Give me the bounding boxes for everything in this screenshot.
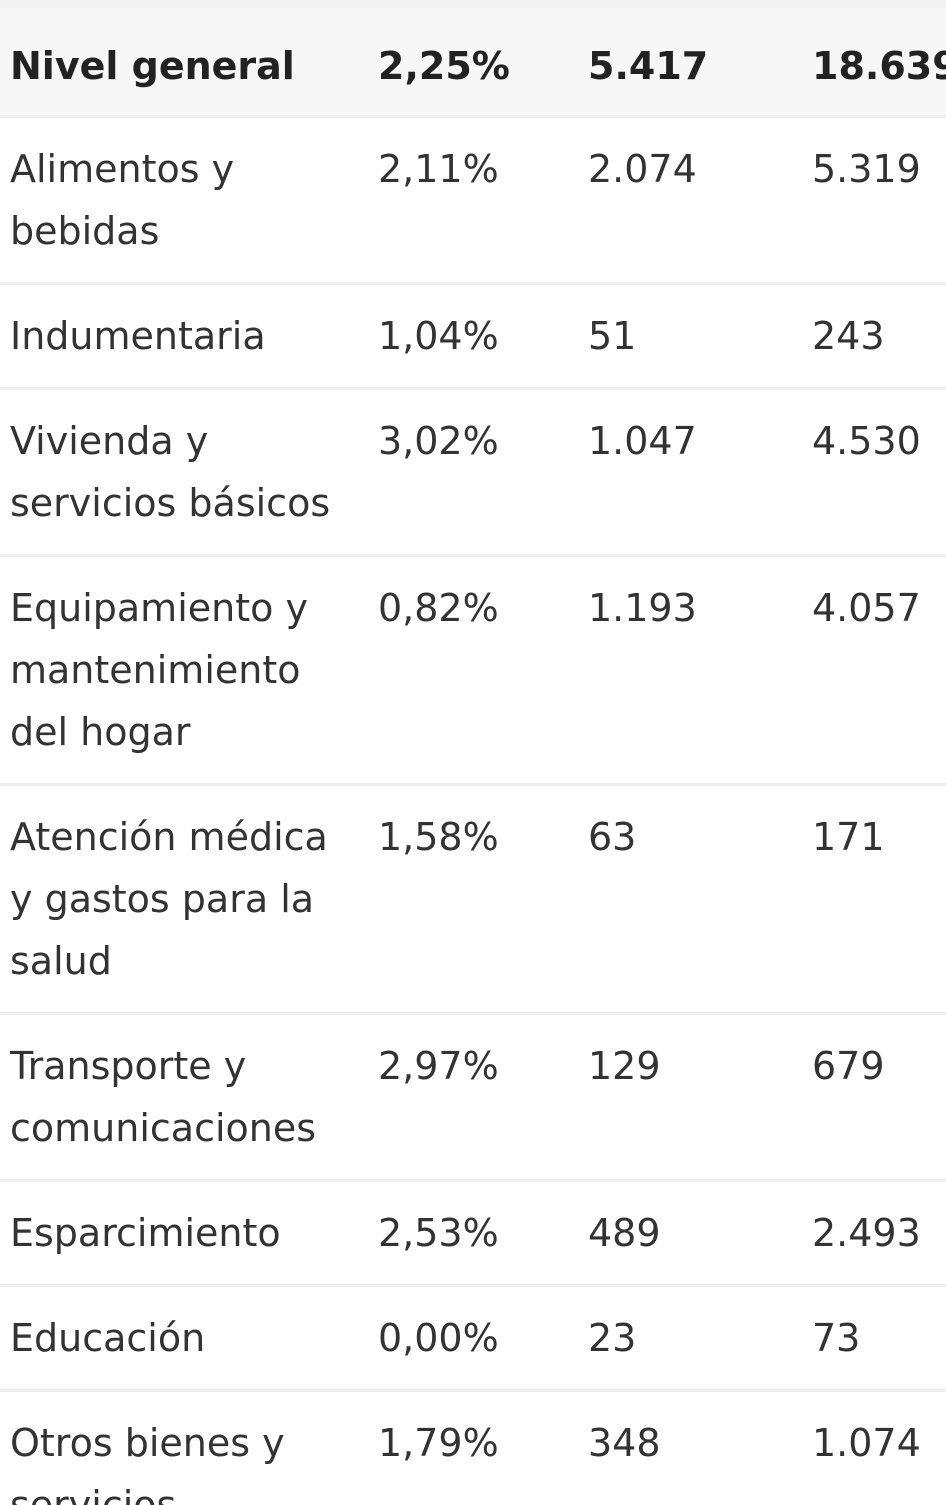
row-label: Educación [10, 1316, 206, 1360]
row-pct: 0,82% [378, 586, 499, 630]
row-label: Atención médica y gastos para la salud [10, 815, 328, 983]
row-num: 1.047 [588, 419, 697, 463]
row-pct: 0,00% [378, 1316, 499, 1360]
row-total: 73 [812, 1316, 861, 1360]
row-label: Transporte y comunicaciones [10, 1044, 317, 1150]
row-label: Alimentos y bebidas [10, 147, 235, 253]
table-row: Alimentos y bebidas 2,11% 2.074 5.319 [0, 117, 946, 284]
row-label: Nivel general [10, 44, 295, 88]
table-row: Atención médica y gastos para la salud 1… [0, 785, 946, 1014]
row-total: 4.530 [812, 419, 921, 463]
row-pct: 2,25% [378, 44, 510, 88]
row-pct: 1,04% [378, 314, 499, 358]
row-num: 5.417 [588, 44, 709, 88]
table-row: Educación 0,00% 23 73 [0, 1286, 946, 1391]
row-total: 243 [812, 314, 885, 358]
row-label: Indumentaria [10, 314, 266, 358]
row-num: 51 [588, 314, 637, 358]
inflation-table: Nivel general 2,25% 5.417 18.639 Aliment… [0, 8, 946, 1505]
table-row-nivel-general: Nivel general 2,25% 5.417 18.639 [0, 8, 946, 117]
table-row: Transporte y comunicaciones 2,97% 129 67… [0, 1014, 946, 1181]
table-row: Esparcimiento 2,53% 489 2.493 [0, 1181, 946, 1286]
row-total: 171 [812, 815, 885, 859]
row-total: 5.319 [812, 147, 921, 191]
row-num: 1.193 [588, 586, 697, 630]
row-total: 1.074 [812, 1421, 921, 1465]
row-num: 63 [588, 815, 637, 859]
row-total: 18.639 [812, 44, 946, 88]
row-pct: 1,58% [378, 815, 499, 859]
row-total: 679 [812, 1044, 885, 1088]
row-num: 489 [588, 1211, 661, 1255]
row-pct: 2,11% [378, 147, 499, 191]
row-label: Equipamiento y mantenimiento del hogar [10, 586, 308, 754]
row-num: 129 [588, 1044, 661, 1088]
table-row: Otros bienes y servicios 1,79% 348 1.074 [0, 1391, 946, 1505]
row-pct: 2,97% [378, 1044, 499, 1088]
row-total: 2.493 [812, 1211, 921, 1255]
row-num: 2.074 [588, 147, 697, 191]
row-total: 4.057 [812, 586, 921, 630]
row-pct: 3,02% [378, 419, 499, 463]
table-row: Indumentaria 1,04% 51 243 [0, 284, 946, 389]
table-row: Equipamiento y mantenimiento del hogar 0… [0, 556, 946, 785]
row-pct: 1,79% [378, 1421, 499, 1465]
row-label: Vivienda y servicios básicos [10, 419, 331, 525]
row-pct: 2,53% [378, 1211, 499, 1255]
row-label: Otros bienes y servicios [10, 1421, 285, 1505]
row-num: 23 [588, 1316, 637, 1360]
table-row: Vivienda y servicios básicos 3,02% 1.047… [0, 389, 946, 556]
row-num: 348 [588, 1421, 661, 1465]
top-strip [0, 0, 946, 8]
row-label: Esparcimiento [10, 1211, 281, 1255]
